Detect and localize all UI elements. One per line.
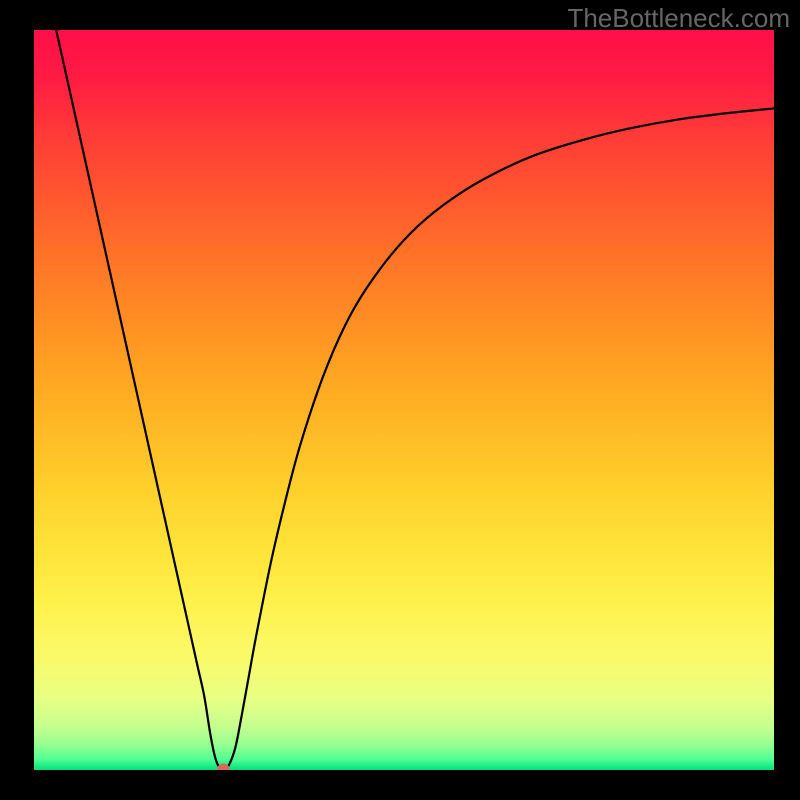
watermark-text: TheBottleneck.com	[567, 3, 790, 34]
plot-area	[34, 30, 774, 770]
chart-root: TheBottleneck.com	[0, 0, 800, 800]
bottleneck-curve	[56, 30, 774, 770]
curve-layer	[34, 30, 774, 770]
